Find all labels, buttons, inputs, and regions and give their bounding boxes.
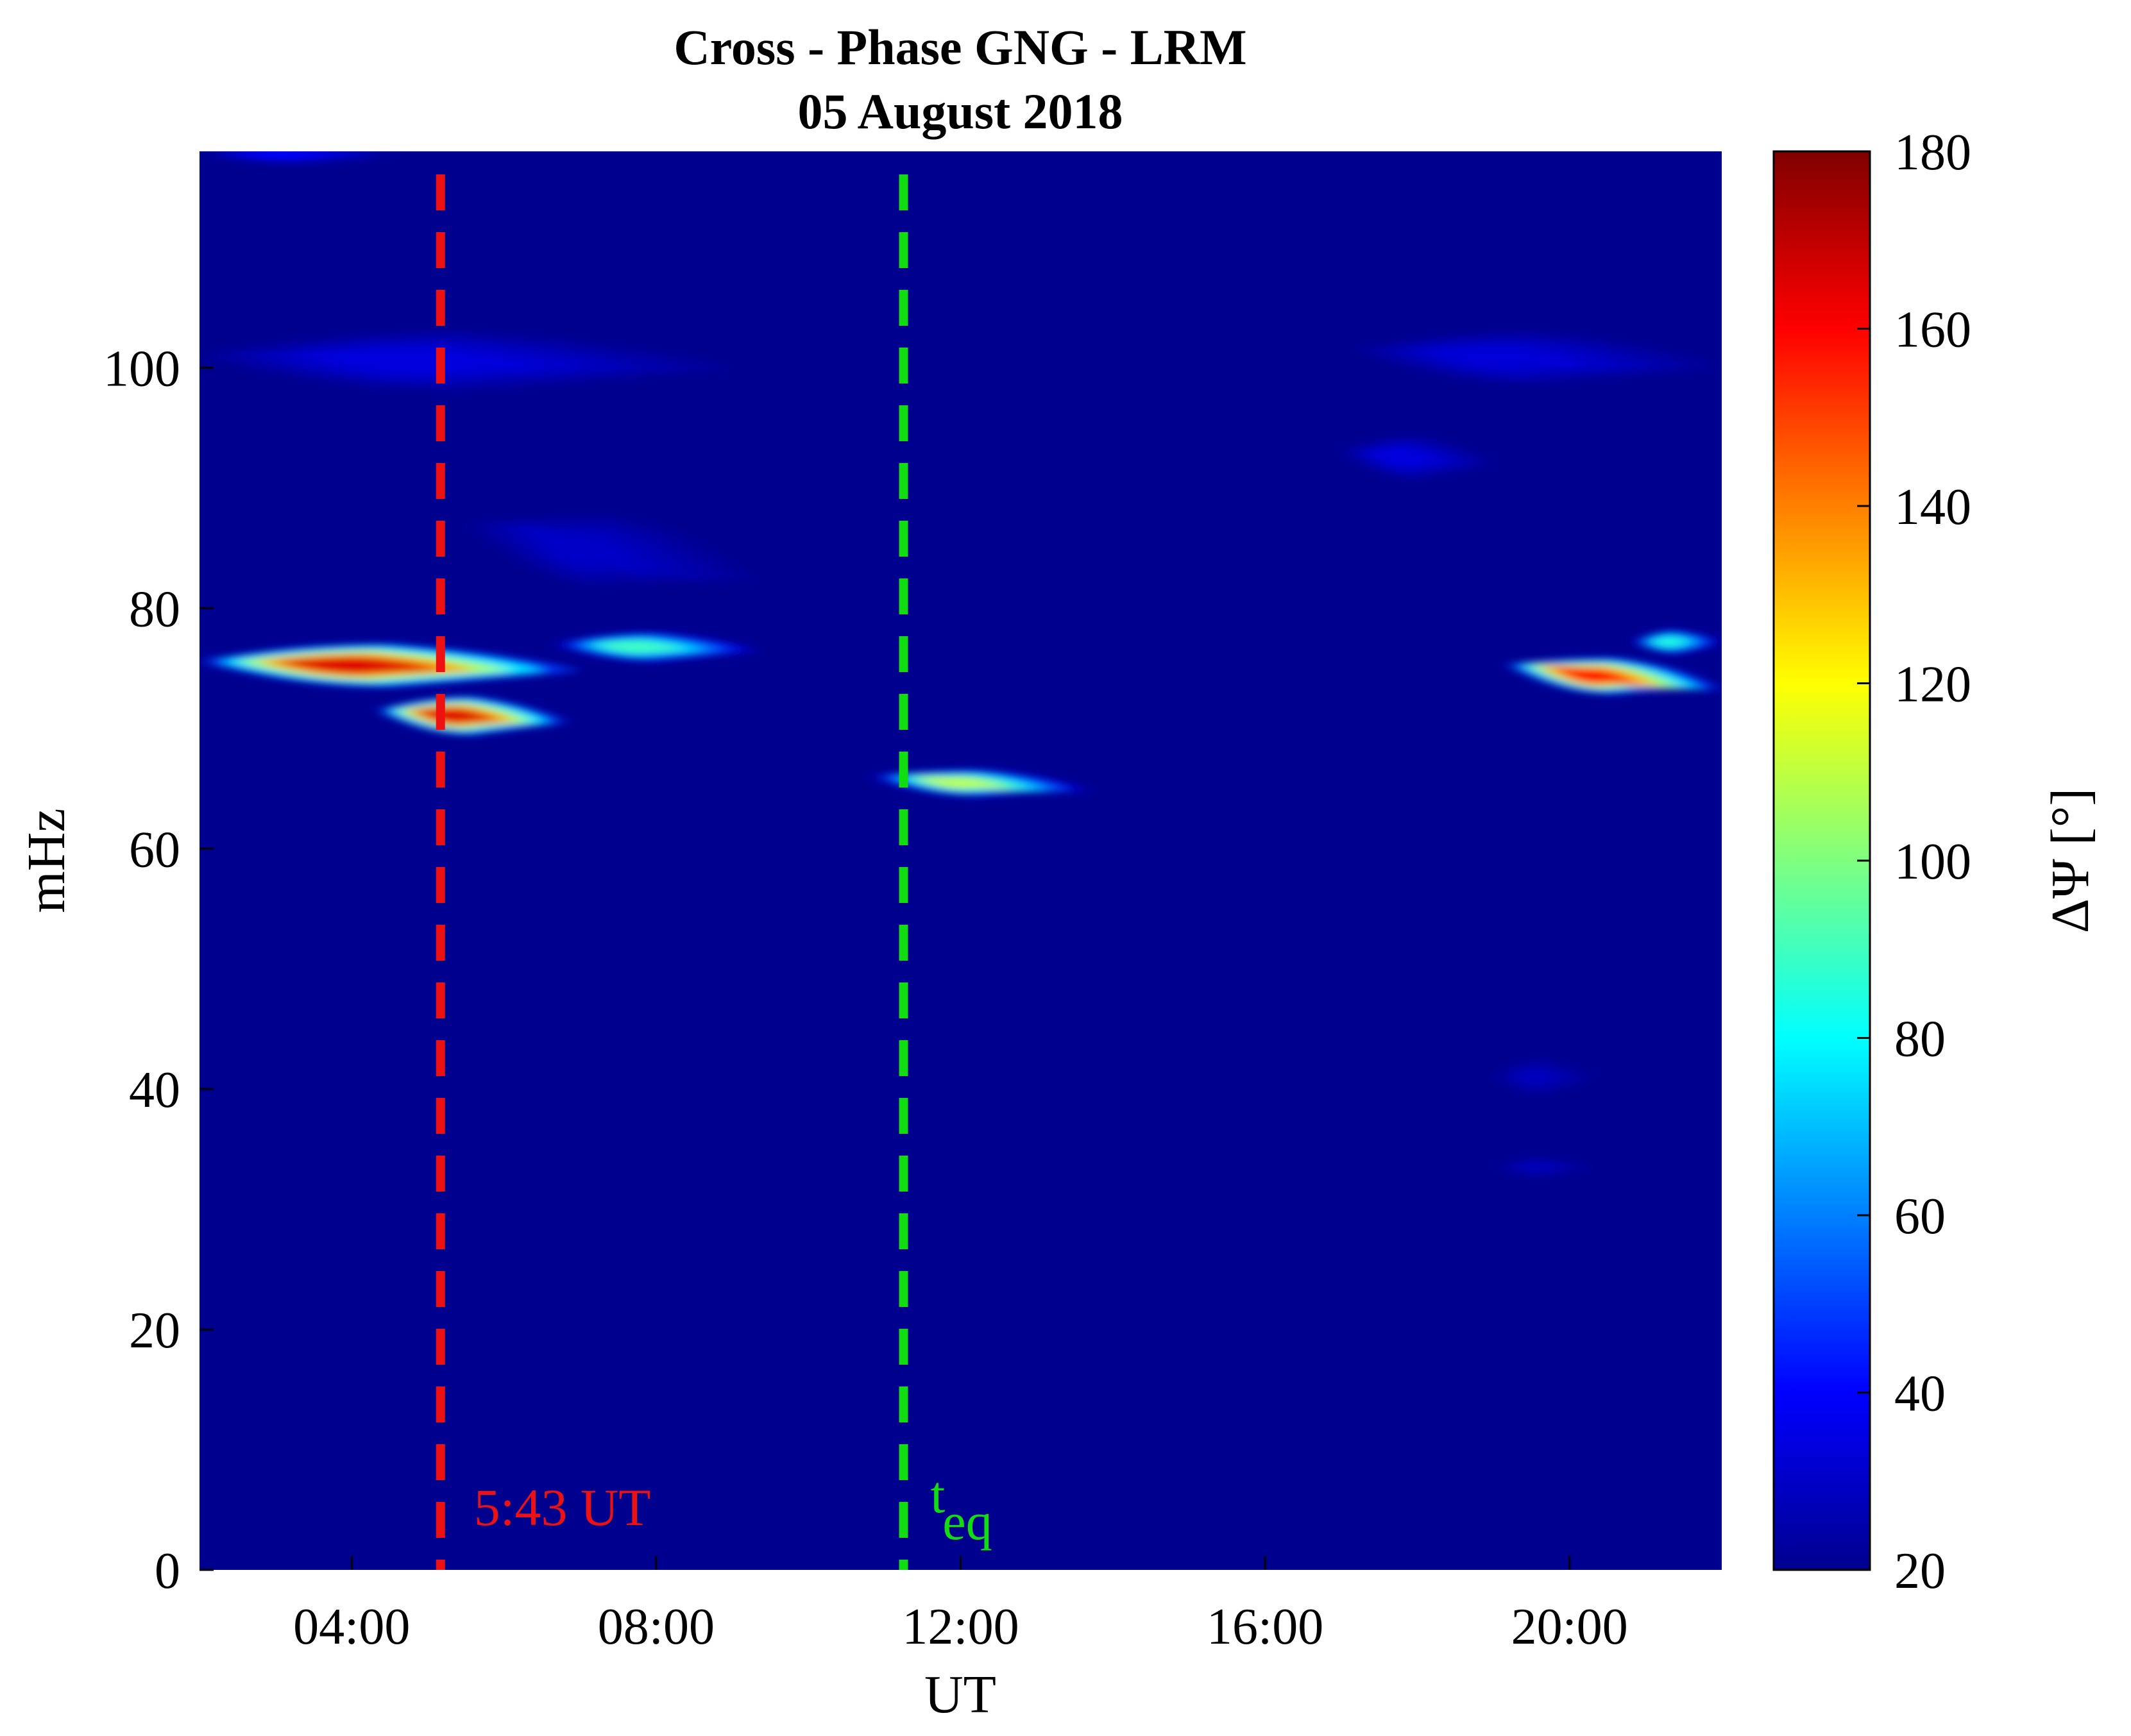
heatmap-feature (1493, 1059, 1595, 1095)
x-tick-label: 16:00 (1207, 1599, 1323, 1655)
y-tick-label: 0 (155, 1543, 180, 1599)
colorbar-tick-label: 80 (1894, 1011, 1946, 1068)
x-tick-label: 04:00 (293, 1599, 410, 1655)
heatmap-feature (200, 643, 581, 687)
colorbar-tick-label: 120 (1894, 657, 1971, 713)
heatmap-level (915, 776, 1010, 791)
marker-label: teq (931, 1465, 992, 1551)
x-tick-label: 08:00 (598, 1599, 715, 1655)
colorbar-tick-label: 60 (1894, 1188, 1946, 1245)
x-axis-label: UT (924, 1665, 996, 1724)
y-axis-ticks: 0 20 40 60 80 100 (103, 341, 214, 1599)
heatmap-level (306, 349, 541, 373)
chart-subtitle: 05 August 2018 (797, 83, 1123, 139)
heatmap-feature (1354, 331, 1722, 385)
heatmap-level (1427, 347, 1590, 369)
heatmap-feature (1506, 658, 1722, 695)
marker-layer: 5:43 UT teq (436, 174, 992, 1570)
heatmap-layer (200, 151, 1722, 1177)
heatmap-level (1651, 637, 1690, 647)
heatmap-feature (200, 151, 403, 164)
colorbar: 20 40 60 80 100 120 140 160 180 ΔΨ [°] (1772, 124, 2100, 1599)
heatmap-level (524, 524, 653, 584)
heatmap-level (1371, 448, 1439, 466)
x-tick-label: 20:00 (1511, 1599, 1628, 1655)
x-axis-ticks: 04:00 08:00 12:00 16:00 20:00 (293, 1556, 1628, 1655)
marker-label: 5:43 UT (474, 1478, 651, 1537)
colorbar-ticks: 20 40 60 80 100 120 140 160 180 (1857, 124, 1971, 1599)
heatmap-feature (1341, 435, 1494, 479)
y-tick-label: 20 (129, 1302, 180, 1359)
y-tick-label: 40 (129, 1062, 180, 1118)
colorbar-tick-label: 40 (1894, 1366, 1946, 1422)
heatmap-level (1513, 1163, 1559, 1172)
heatmap-feature (466, 515, 758, 587)
heatmap-level (275, 657, 443, 675)
colorbar-gradient (1772, 150, 1871, 1571)
heatmap-level (240, 151, 330, 158)
y-tick-label: 80 (129, 581, 180, 637)
y-tick-label: 60 (129, 822, 180, 878)
colorbar-label: ΔΨ [°] (2041, 788, 2100, 934)
heatmap-level (1513, 1070, 1559, 1084)
chart-title: Cross - Phase GNG - LRM (674, 19, 1246, 75)
colorbar-tick-label: 180 (1894, 124, 1971, 181)
x-tick-label: 12:00 (902, 1599, 1019, 1655)
plot-area: 5:43 UT teq (200, 151, 1722, 1570)
colorbar-tick-label: 140 (1894, 479, 1971, 535)
colorbar-tick-label: 20 (1894, 1543, 1946, 1599)
heatmap-feature (554, 632, 758, 662)
heatmap-feature (872, 770, 1088, 796)
heatmap-feature (1493, 1158, 1595, 1177)
colorbar-tick-label: 160 (1894, 302, 1971, 358)
heatmap-level (1549, 664, 1644, 690)
y-axis-label: mHz (17, 808, 76, 913)
heatmap-feature (1633, 630, 1722, 654)
heatmap-level (595, 641, 685, 653)
y-tick-label: 100 (103, 341, 180, 397)
colorbar-tick-label: 100 (1894, 834, 1971, 890)
